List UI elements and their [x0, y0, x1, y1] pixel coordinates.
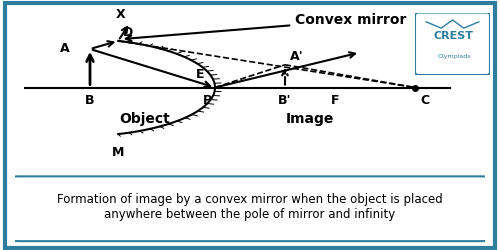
Text: Image: Image	[286, 112, 334, 126]
Text: M: M	[112, 146, 124, 159]
Text: Formation of image by a convex mirror when the object is placed
anywhere between: Formation of image by a convex mirror wh…	[57, 194, 443, 222]
Text: Convex mirror: Convex mirror	[126, 14, 406, 41]
FancyBboxPatch shape	[10, 176, 490, 241]
Text: C: C	[420, 94, 429, 108]
FancyBboxPatch shape	[415, 12, 490, 75]
Text: Olympiads: Olympiads	[437, 54, 471, 59]
Text: D: D	[124, 26, 134, 39]
Text: Object: Object	[120, 112, 170, 126]
Text: F: F	[331, 94, 339, 108]
Text: A: A	[60, 42, 70, 56]
Text: E: E	[196, 68, 204, 80]
Text: A': A'	[290, 50, 304, 63]
Text: B: B	[85, 94, 95, 108]
Text: P: P	[202, 94, 211, 108]
Text: CREST: CREST	[434, 31, 474, 41]
Text: X: X	[116, 8, 125, 21]
Text: B': B'	[278, 94, 292, 108]
